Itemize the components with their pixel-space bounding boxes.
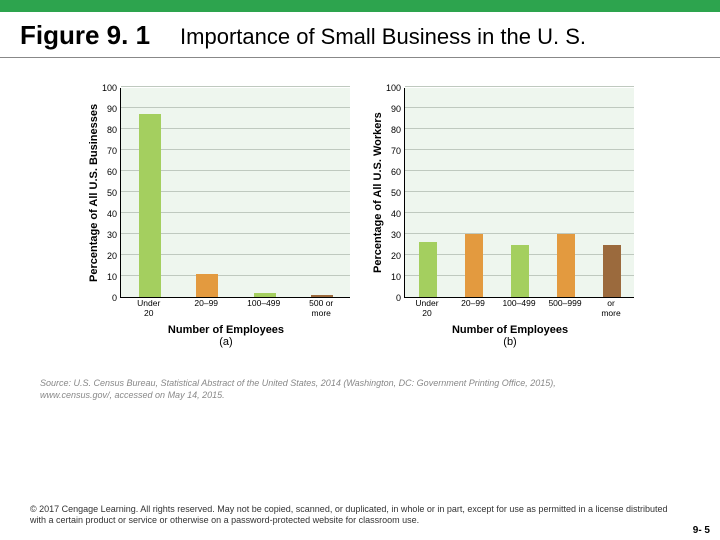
x-axis-label: Number of Employees (102, 324, 350, 336)
source-line-1: Source: U.S. Census Bureau, Statistical … (40, 378, 680, 390)
y-axis-label: Percentage of All U.S. Workers (370, 88, 386, 298)
bar-1 (465, 234, 482, 297)
source-line-2: www.census.gov/, accessed on May 14, 201… (40, 390, 680, 402)
y-axis-label: Percentage of All U.S. Businesses (86, 88, 102, 298)
bar-2 (254, 293, 276, 297)
bar-0 (419, 242, 436, 297)
x-axis-label: Number of Employees (386, 324, 634, 336)
page-number: 9- 5 (693, 525, 710, 536)
bar-1 (196, 274, 218, 297)
bar-4 (603, 245, 620, 298)
top-accent-bar (0, 0, 720, 12)
chart-panel-1: Percentage of All U.S. Workers0102030405… (370, 88, 634, 348)
bar-3 (311, 295, 333, 297)
x-ticks: Under2020–99100–499500–999ormore (404, 298, 634, 318)
charts-container: Percentage of All U.S. Businesses0102030… (0, 58, 720, 348)
plot-area (404, 88, 634, 298)
sublabel: (a) (102, 336, 350, 348)
sublabel: (b) (386, 336, 634, 348)
plot-area (120, 88, 350, 298)
bar-0 (139, 114, 161, 297)
y-ticks: 0102030405060708090100 (102, 88, 120, 298)
figure-number: Figure 9. 1 (20, 20, 150, 51)
copyright-text: © 2017 Cengage Learning. All rights rese… (30, 504, 670, 526)
header: Figure 9. 1 Importance of Small Business… (0, 12, 720, 58)
source-citation: Source: U.S. Census Bureau, Statistical … (0, 378, 720, 401)
y-ticks: 0102030405060708090100 (386, 88, 404, 298)
chart-panel-0: Percentage of All U.S. Businesses0102030… (86, 88, 350, 348)
bar-2 (511, 245, 528, 298)
x-ticks: Under2020–99100–499500 ormore (120, 298, 350, 318)
bar-3 (557, 234, 574, 297)
figure-title: Importance of Small Business in the U. S… (180, 24, 586, 50)
